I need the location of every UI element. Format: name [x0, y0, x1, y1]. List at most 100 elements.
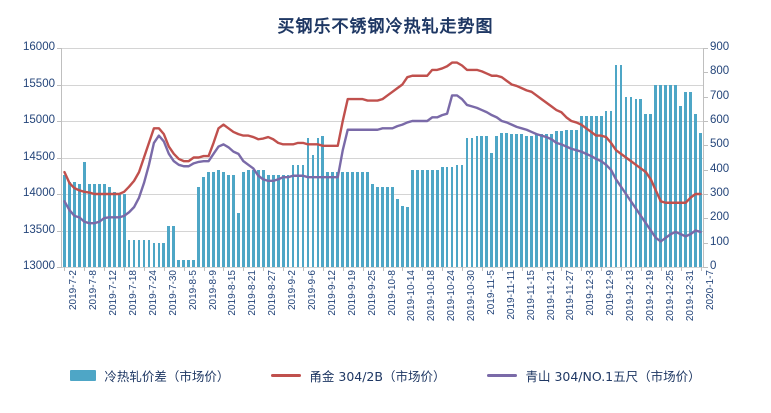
y-tick-label-right: 800 — [710, 65, 730, 78]
y-tick-label-right: 500 — [710, 138, 730, 151]
bar — [172, 225, 176, 267]
bar — [699, 133, 702, 267]
y-axis-right-line — [703, 48, 704, 268]
y-tick-label-left: 13500 — [23, 223, 55, 236]
x-axis-labels: 2019-7-2 2019-7-8 2019-7-12 2019-7-18 2019-7… — [62, 270, 715, 350]
bar — [465, 138, 469, 267]
bar — [569, 129, 573, 267]
x-tick-label: 2019-10-24 — [446, 270, 458, 322]
x-tickmark — [462, 267, 463, 271]
x-tick-label: 2019-7-30 — [167, 270, 179, 316]
legend-label: 甬金 304/2B（市场价） — [309, 368, 446, 384]
bar — [97, 184, 101, 267]
y-tickmark-right — [704, 145, 708, 147]
x-tick-label: 2019-7-8 — [88, 270, 100, 311]
x-tickmark — [84, 267, 86, 271]
x-tickmark — [163, 267, 165, 271]
y-tickmark-right — [704, 48, 708, 49]
x-tickmark — [402, 267, 404, 271]
bar — [604, 111, 608, 267]
y-tick-label-left: 14500 — [23, 150, 55, 163]
x-tickmark — [700, 267, 702, 271]
legend-item-0[interactable]: 冷热轧价差（市场价） — [70, 366, 229, 385]
bar — [326, 172, 330, 267]
y-tick-label-left: 16000 — [23, 41, 55, 53]
bar — [614, 65, 618, 267]
bar — [559, 130, 563, 267]
bar — [689, 91, 692, 267]
x-tickmark — [183, 267, 185, 271]
bar — [589, 116, 593, 267]
bar — [629, 96, 633, 267]
gridline — [62, 121, 703, 122]
bar — [430, 169, 434, 267]
bar — [609, 111, 613, 267]
bar — [480, 135, 484, 267]
y-tickmark-right — [704, 72, 708, 74]
gridline — [62, 48, 703, 49]
bar — [634, 99, 638, 267]
x-tickmark — [223, 267, 225, 271]
bar — [68, 181, 71, 267]
x-tickmark — [660, 267, 662, 271]
legend-item-1[interactable]: 甬金 304/2B（市场价） — [271, 366, 445, 385]
bar — [455, 164, 459, 267]
plot-area — [62, 48, 703, 268]
legend-item-2[interactable]: 青山 304/NO.1五尺（市场价） — [487, 366, 701, 385]
x-tick-label: 2020-1-7 — [704, 270, 716, 311]
y-tickmark-left — [57, 48, 61, 49]
bar — [420, 169, 424, 267]
x-tickmark — [541, 267, 543, 271]
bar — [152, 242, 156, 267]
gridline — [62, 157, 703, 159]
bar — [87, 184, 91, 267]
legend-line-swatch — [271, 373, 302, 377]
bar — [694, 113, 697, 267]
bar — [485, 135, 489, 267]
x-tick-label: 2019-10-18 — [426, 270, 438, 322]
bar — [579, 116, 583, 267]
x-tickmark — [521, 267, 523, 271]
bar — [584, 116, 588, 267]
x-tickmark — [422, 267, 424, 271]
bar — [311, 155, 315, 267]
bar — [301, 164, 305, 267]
x-tick-label: 2019-12-19 — [644, 270, 656, 322]
bar — [361, 172, 364, 267]
x-tickmark — [243, 267, 245, 271]
bar — [336, 172, 340, 267]
bar — [475, 135, 479, 267]
bar — [366, 172, 369, 267]
y-tickmark-right — [704, 96, 708, 98]
x-tick-label: 2019-7-24 — [147, 270, 159, 316]
bar — [525, 135, 528, 267]
y-tick-label-left: 15500 — [23, 77, 55, 90]
bar — [341, 172, 345, 267]
line-series — [64, 95, 700, 241]
bar — [371, 184, 374, 267]
y-tickmark-right — [704, 194, 708, 195]
legend-label: 冷热轧价差（市场价） — [104, 368, 230, 384]
line-series-layer — [62, 48, 703, 267]
bar — [460, 164, 464, 267]
bar — [659, 84, 663, 267]
bar — [286, 174, 290, 267]
bar — [470, 138, 474, 267]
x-tick-label: 2019-8-15 — [227, 270, 239, 316]
bar — [664, 84, 668, 267]
bar — [276, 174, 280, 267]
bar — [197, 186, 201, 267]
x-tickmark — [581, 267, 583, 271]
bar — [246, 169, 250, 267]
bar — [405, 207, 409, 267]
bar — [222, 172, 225, 267]
bar — [550, 134, 553, 267]
bar — [510, 134, 514, 267]
bar — [346, 172, 350, 267]
bar — [102, 184, 106, 267]
bar — [624, 96, 628, 267]
x-tick-label: 2019-9-12 — [326, 270, 338, 316]
bar — [316, 138, 320, 267]
x-tick-label: 2019-9-2 — [287, 270, 299, 311]
bar — [167, 225, 171, 267]
